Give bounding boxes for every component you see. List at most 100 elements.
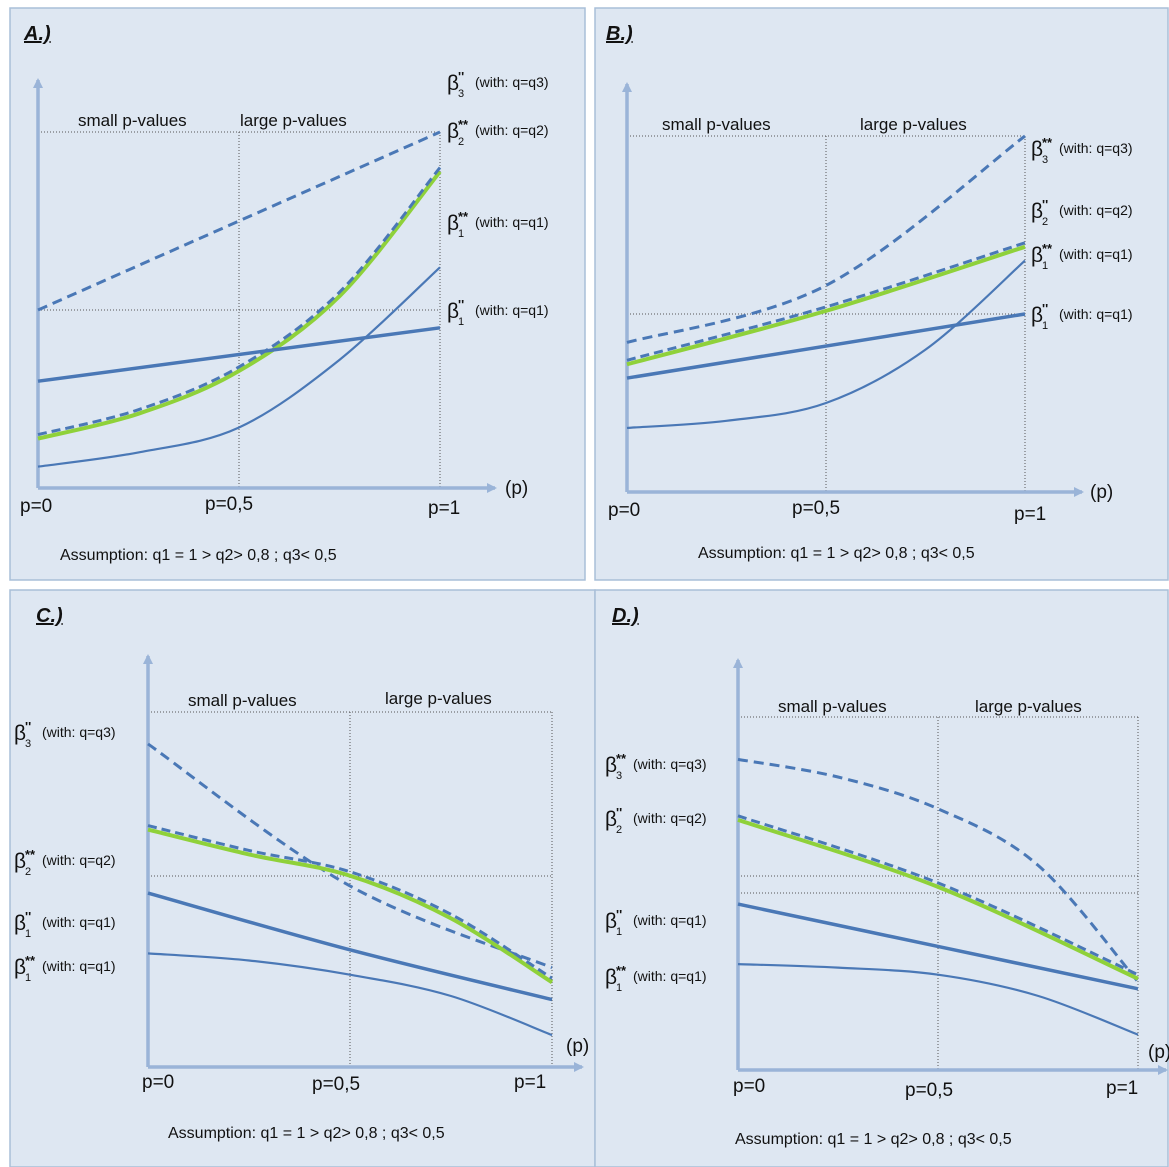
beta-subscript: 2: [616, 824, 622, 836]
assumption-text: Assumption: q1 = 1 > q2> 0,8 ; q3< 0,5: [60, 547, 337, 564]
curve-label: β'' 1 (with: q=q1): [447, 297, 549, 328]
beta-superscript: '': [458, 297, 464, 312]
curve-green-line: [737, 817, 1139, 981]
curve-label: β** 1 (with: q=q1): [14, 953, 116, 984]
curve-ss-3: [737, 757, 1140, 983]
condition-text: (with: q=q3): [475, 74, 549, 90]
curve-label: β** 3 (with: q=q3): [1031, 135, 1133, 166]
beta-superscript: '': [25, 719, 31, 734]
curve-ss-1: [147, 952, 553, 1037]
curve-green-line: [626, 244, 1026, 367]
curve-thin-line: [626, 259, 1026, 430]
tick-p05: p=0,5: [312, 1074, 360, 1095]
condition-text: (with: q=q1): [1059, 246, 1133, 262]
beta-superscript: '': [458, 69, 464, 84]
large-p-values-label: large p-values: [860, 115, 967, 134]
beta-symbol: β: [447, 300, 459, 323]
tick-p0: p=0: [608, 500, 640, 521]
beta-subscript: 2: [458, 136, 464, 148]
curve-label: β** 3 (with: q=q3): [605, 751, 707, 782]
small-p-values-label: small p-values: [662, 115, 771, 134]
panel-label: A.): [23, 23, 51, 45]
x-axis-label: (p): [505, 478, 528, 499]
curve-pppp-1: [737, 902, 1139, 991]
panel-background: [594, 589, 1169, 1167]
condition-text: (with: q=q3): [42, 724, 116, 740]
curve-label: β'' 2 (with: q=q2): [605, 805, 707, 836]
panel-label: D.): [612, 605, 639, 627]
curve-pppp-3: [37, 130, 441, 312]
curve-label: β'' 1 (with: q=q1): [1031, 301, 1133, 332]
panel-background: [9, 7, 586, 581]
curve-green-line: [147, 827, 554, 984]
curve-pppp-1: [37, 326, 441, 383]
panel-label: B.): [606, 23, 633, 45]
panel-c: β''3(with: q=q3)β**2(with: q=q2)β''1(wit…: [9, 589, 596, 1167]
curve-label: β** 2 (with: q=q2): [14, 847, 116, 878]
small-p-values-label: small p-values: [188, 691, 297, 710]
beta-superscript: **: [616, 963, 627, 978]
beta-subscript: 1: [1042, 260, 1048, 272]
beta-subscript: 1: [616, 926, 622, 938]
beta-superscript: '': [616, 907, 622, 922]
curve-label: β** 2 (with: q=q2): [447, 117, 549, 148]
condition-text: (with: q=q1): [633, 968, 707, 984]
curve-thick-line: [147, 891, 553, 1002]
condition-text: (with: q=q3): [1059, 140, 1133, 156]
beta-symbol: β: [1031, 200, 1043, 223]
condition-text: (with: q=q2): [633, 810, 707, 826]
panel-b: β**3(with: q=q3)β''2(with: q=q2)β**1(wit…: [594, 7, 1169, 581]
tick-p05: p=0,5: [905, 1080, 953, 1101]
x-axis-label: (p): [566, 1036, 589, 1057]
beta-symbol: β: [1031, 244, 1043, 267]
beta-superscript: **: [1042, 135, 1053, 150]
curve-label: β** 1 (with: q=q1): [447, 209, 549, 240]
curve-ss-2: [147, 824, 554, 984]
assumption-text: Assumption: q1 = 1 > q2> 0,8 ; q3< 0,5: [168, 1125, 445, 1142]
beta-superscript: **: [1042, 241, 1053, 256]
beta-subscript: 1: [458, 228, 464, 240]
condition-text: (with: q=q2): [1059, 202, 1133, 218]
beta-superscript: '': [616, 805, 622, 820]
beta-subscript: 3: [1042, 154, 1048, 166]
beta-symbol: β: [605, 754, 617, 777]
curve-thick-line: [626, 312, 1026, 380]
condition-text: (with: q=q1): [42, 958, 116, 974]
beta-symbol: β: [447, 120, 459, 143]
curve-thin-line: [737, 963, 1139, 1036]
condition-text: (with: q=q1): [475, 302, 549, 318]
beta-superscript: '': [1042, 301, 1048, 316]
condition-text: (with: q=q1): [475, 214, 549, 230]
beta-subscript: 1: [25, 928, 31, 940]
large-p-values-label: large p-values: [385, 689, 492, 708]
panel-a: β''3(with: q=q3)β**2(with: q=q2)β**1(wit…: [9, 7, 586, 581]
assumption-text: Assumption: q1 = 1 > q2> 0,8 ; q3< 0,5: [698, 545, 975, 562]
beta-subscript: 3: [458, 88, 464, 100]
condition-text: (with: q=q1): [633, 912, 707, 928]
beta-subscript: 1: [458, 316, 464, 328]
curve-thick-line: [37, 326, 441, 383]
beta-symbol: β: [447, 72, 459, 95]
beta-subscript: 2: [1042, 216, 1048, 228]
curve-dashed-line: [147, 824, 553, 980]
panel-d: β**3(with: q=q3)β''2(with: q=q2)β''1(wit…: [594, 589, 1169, 1167]
tick-p1: p=1: [1106, 1078, 1138, 1099]
curve-label: β'' 1 (with: q=q1): [605, 907, 707, 938]
tick-p0: p=0: [733, 1076, 765, 1097]
curve-dashed-line: [626, 134, 1026, 344]
beta-superscript: **: [25, 847, 36, 862]
curve-label: β'' 1 (with: q=q1): [14, 909, 116, 940]
beta-superscript: **: [616, 751, 627, 766]
beta-subscript: 1: [616, 982, 622, 994]
small-p-values-label: small p-values: [778, 697, 887, 716]
condition-text: (with: q=q1): [1059, 306, 1133, 322]
curve-dashed-line: [737, 757, 1140, 983]
curve-thin-line: [147, 952, 553, 1037]
assumption-text: Assumption: q1 = 1 > q2> 0,8 ; q3< 0,5: [735, 1131, 1012, 1148]
large-p-values-label: large p-values: [975, 697, 1082, 716]
curve-ss-1: [737, 963, 1139, 1036]
tick-p05: p=0,5: [792, 498, 840, 519]
curve-pppp-2: [626, 241, 1026, 367]
curve-ss-2: [37, 166, 442, 441]
tick-p0: p=0: [142, 1072, 174, 1093]
